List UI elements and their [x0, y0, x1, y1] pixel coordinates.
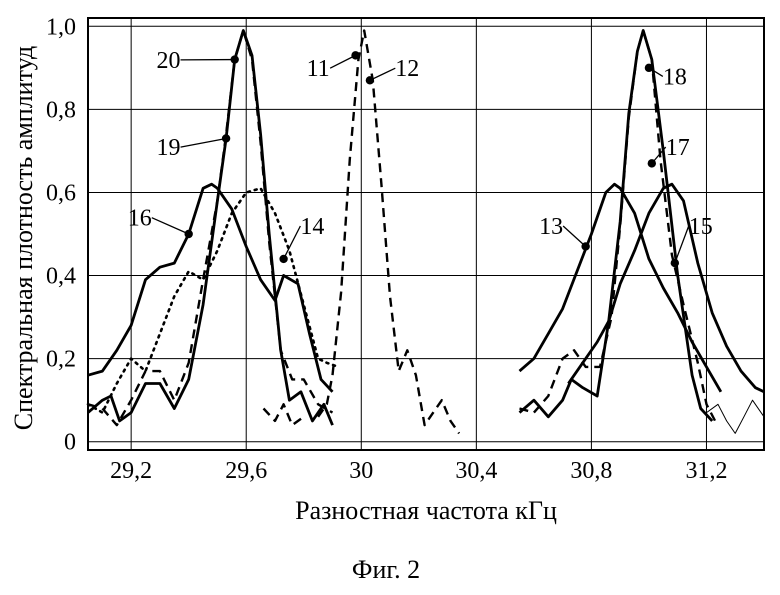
marker-dot-12	[366, 76, 374, 84]
marker-dot-11	[351, 51, 359, 59]
x-tick-label: 30,4	[455, 458, 497, 484]
x-tick-label: 31,2	[685, 458, 727, 484]
marker-dot-18	[645, 64, 653, 72]
figure-caption: Фиг. 2	[352, 555, 420, 584]
y-tick-label: 0,8	[46, 97, 76, 123]
marker-label-11: 11	[307, 56, 330, 82]
marker-label-17: 17	[666, 135, 690, 161]
y-tick-label: 0	[64, 430, 76, 456]
marker-label-14: 14	[300, 214, 324, 240]
marker-dot-13	[581, 242, 589, 250]
marker-label-16: 16	[128, 206, 152, 232]
marker-dot-17	[648, 159, 656, 167]
y-tick-label: 0,6	[46, 180, 76, 206]
marker-dot-16	[184, 230, 192, 238]
marker-label-18: 18	[663, 64, 687, 90]
marker-label-15: 15	[689, 214, 713, 240]
y-tick-labels: 0 0,2 0,4 0,6 0,8 1,0	[46, 14, 76, 455]
marker-dot-19	[222, 134, 230, 142]
x-tick-label: 29,6	[225, 458, 267, 484]
marker-label-19: 19	[157, 135, 181, 161]
x-tick-labels: 29,2 29,6 30 30,4 30,8 31,2	[110, 458, 727, 484]
marker-dot-15	[671, 259, 679, 267]
y-tick-label: 1,0	[46, 14, 76, 40]
marker-dot-20	[231, 55, 239, 63]
marker-label-12: 12	[395, 56, 419, 82]
y-axis-label: Спектральная плотность амплитуд	[9, 46, 38, 430]
y-tick-label: 0,2	[46, 347, 76, 373]
y-tick-label: 0,4	[46, 264, 76, 290]
marker-label-20: 20	[157, 48, 181, 74]
x-tick-label: 30,8	[570, 458, 612, 484]
marker-label-13: 13	[539, 214, 563, 240]
x-axis-label: Разностная частота кГц	[295, 496, 557, 525]
x-tick-label: 29,2	[110, 458, 152, 484]
marker-dot-14	[279, 255, 287, 263]
x-tick-label: 30	[349, 458, 373, 484]
